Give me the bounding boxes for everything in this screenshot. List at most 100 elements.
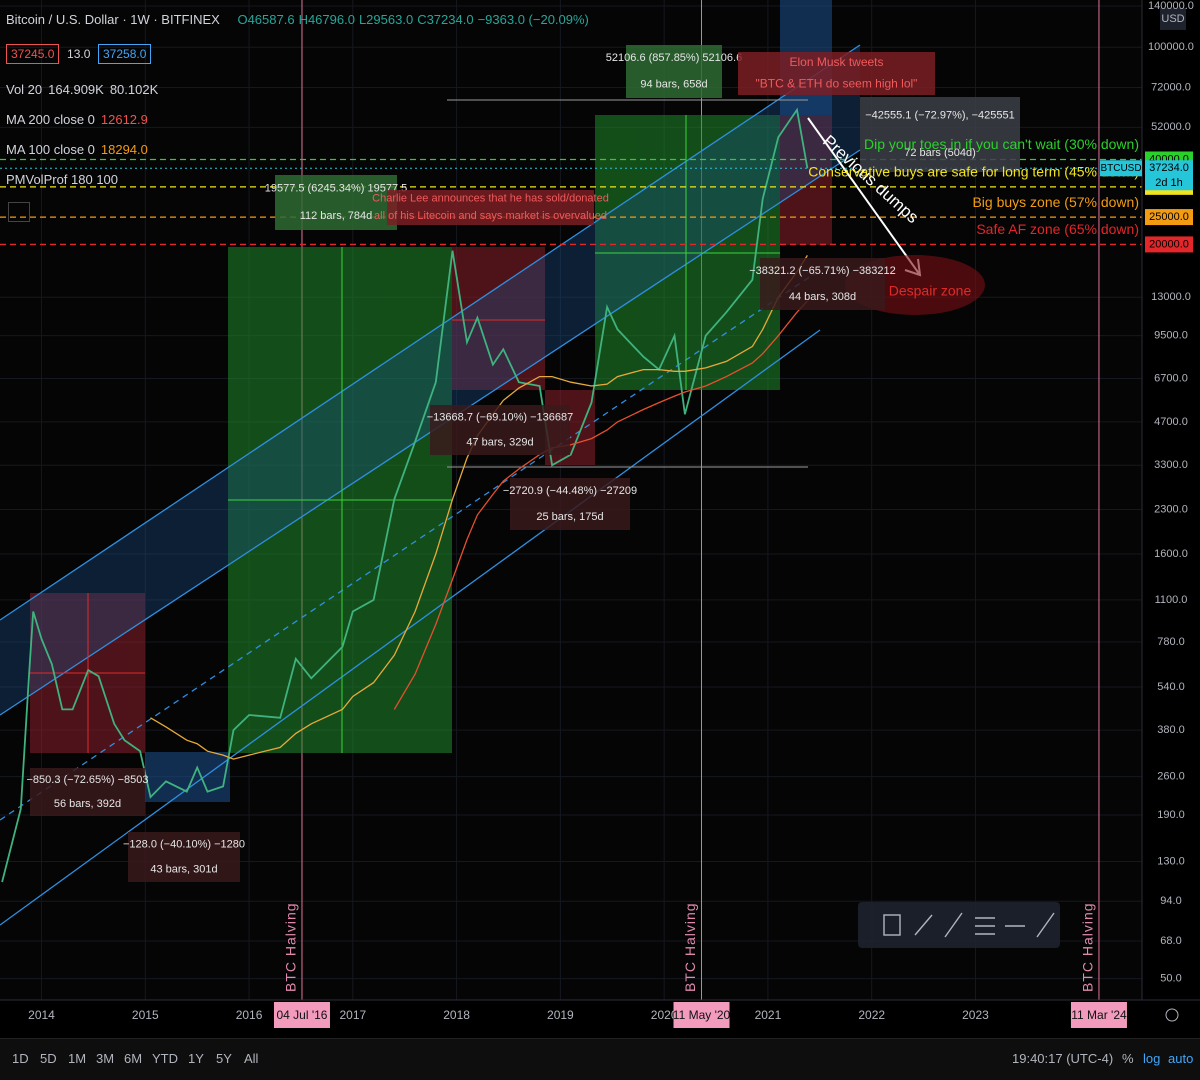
last-badge [1100, 160, 1142, 177]
range-button[interactable]: 1D [12, 1051, 29, 1066]
drawing-toolbar-bg [858, 902, 1060, 948]
y-tick-label: 140000.0 [1148, 0, 1194, 12]
annotation-text: 112 bars, 784d [300, 210, 373, 222]
range-button[interactable]: YTD [152, 1051, 178, 1066]
halving-label: BTC Halving [1080, 902, 1096, 992]
indicator: MA 200 close 0 12612.9 [6, 112, 154, 127]
range-button[interactable]: 5D [40, 1051, 57, 1066]
tool-icon[interactable] [883, 914, 901, 936]
indicator-value: 18294.0 [100, 142, 148, 157]
channel-line [0, 329, 821, 926]
range-button[interactable]: 1M [68, 1051, 87, 1066]
y-tick-label: 3300.0 [1154, 459, 1188, 471]
date-badge [273, 1002, 330, 1028]
date-badge-label: 04 Jul '16 [276, 1008, 327, 1022]
date-badge [1070, 1002, 1127, 1028]
tool-icon[interactable] [914, 914, 933, 936]
chart: 52106.6 (857.85%) 52106.6 94 bars, 658d El… [0, 0, 1200, 1028]
annotation: −2720.9 (−44.48%) −27209 25 bars, 175d [503, 478, 637, 530]
annotation-text: −850.3 (−72.65%) −8503 [26, 774, 148, 786]
clock: 19:40:17 (UTC-4) [1012, 1051, 1114, 1066]
annotations: 52106.6 (857.85%) 52106.6 94 bars, 658d El… [26, 45, 1020, 882]
y-tick-label: 4700.0 [1154, 416, 1188, 428]
last-symbol: BTCUSD [1100, 163, 1141, 174]
y-tick-label: 50.0 [1160, 973, 1181, 985]
currency: USD [1161, 13, 1184, 25]
level-text: Big buys zone (57% down) [972, 194, 1139, 210]
zone-box [452, 247, 545, 390]
indicator-value: 12612.9 [100, 112, 148, 127]
dump-arrow [807, 117, 921, 276]
x-tick-label: 2020 [651, 1008, 678, 1022]
annotation-box [30, 768, 145, 816]
axis-option[interactable]: auto [1168, 1051, 1194, 1066]
annotation: Despair zone [889, 283, 972, 299]
annotation-text: 47 bars, 329d [466, 436, 533, 448]
y-tick-label: 260.0 [1157, 771, 1185, 783]
annotation: −13668.7 (−69.10%) −136687 47 bars, 329d [427, 405, 573, 455]
y-tick-label: 9500.0 [1154, 330, 1188, 342]
annotation-text: 72 bars (504d) [904, 147, 976, 159]
range-button[interactable]: 5Y [216, 1051, 232, 1066]
ohlc: H46796.0 [298, 12, 355, 27]
annotation-box [430, 405, 570, 455]
collapse-button[interactable] [8, 202, 30, 222]
drawing-toolbar[interactable] [858, 902, 1060, 948]
ohlc: O46587.6 [237, 12, 295, 27]
y-tick-label: 6700.0 [1154, 372, 1188, 384]
annotation-text: 44 bars, 308d [789, 291, 856, 303]
ohlc: −9363.0 (−20.09%) [477, 12, 589, 27]
price-axis [1142, 0, 1200, 1000]
range-button[interactable]: 1Y [188, 1051, 204, 1066]
range-button[interactable]: All [244, 1051, 259, 1066]
axis-option[interactable]: log [1143, 1051, 1161, 1066]
annotation-text: 43 bars, 301d [150, 863, 217, 875]
annotation: −850.3 (−72.65%) −8503 56 bars, 392d [26, 768, 149, 816]
x-tick-label: 2014 [28, 1008, 55, 1022]
y-tick-label: 380.0 [1157, 724, 1185, 736]
annotation-text: 52106.6 (857.85%) 52106.6 [606, 52, 742, 64]
settings-icon[interactable] [1165, 1008, 1179, 1022]
tool-icon[interactable] [944, 912, 963, 938]
y-tick-label: 68.0 [1160, 935, 1181, 947]
axis-option[interactable]: % [1122, 1051, 1134, 1066]
y-tick-label: 540.0 [1157, 681, 1185, 693]
annotation-text: 19577.5 (6245.34%) 19577.5 [265, 183, 408, 195]
channel-line [0, 44, 861, 621]
last-label: 37234.0 [1149, 162, 1189, 174]
tool-icon[interactable] [1036, 912, 1055, 938]
ask[interactable]: 37258.0 [98, 44, 152, 64]
level-text: Safe AF zone (65% down) [976, 221, 1139, 237]
x-tick-label: 2017 [339, 1008, 366, 1022]
y-tick-label: 94.0 [1160, 895, 1181, 907]
level-text: Dip your toes in if you can't wait (30% … [864, 136, 1139, 152]
ohlc: L29563.0 [358, 12, 414, 27]
x-tick-label: 2019 [547, 1008, 574, 1022]
bid[interactable]: 37245.0 [6, 44, 60, 64]
annotation-text: 25 bars, 175d [536, 511, 603, 523]
bottom-toolbar: 1D 5D 1M 3M 6M YTD 1Y 5Y All 19:40:17 (UTC-4)% log… [0, 1038, 1200, 1080]
x-tick-label: 2023 [962, 1008, 989, 1022]
range-button[interactable]: 3M [96, 1051, 115, 1066]
annotation-box [860, 97, 1020, 172]
annotation-box [626, 45, 722, 98]
range-button[interactable]: 6M [124, 1051, 143, 1066]
spread: 13.0 [67, 47, 91, 61]
halving-label: BTC Halving [682, 902, 698, 992]
level-badge-label: 25000.0 [1149, 211, 1189, 223]
annotation-text: Despair zone [889, 283, 972, 299]
annotation-text: −38321.2 (−65.71%) −383212 [749, 265, 896, 277]
annotation-box [510, 478, 630, 530]
y-tick-label: 72000.0 [1151, 81, 1191, 93]
annotation-text: all of his Litecoin and says market is o… [374, 210, 607, 222]
y-tick-label: 2300.0 [1154, 503, 1188, 515]
annotation-text: Elon Musk tweets [789, 55, 883, 69]
x-tick-label: 2018 [443, 1008, 470, 1022]
zone-box [780, 115, 832, 245]
last-countdown: 2d 1h [1155, 177, 1183, 189]
halving-label: BTC Halving [283, 902, 299, 992]
channel-fill [0, 45, 860, 715]
x-tick-label: 2022 [858, 1008, 885, 1022]
level-badge [1145, 236, 1193, 253]
